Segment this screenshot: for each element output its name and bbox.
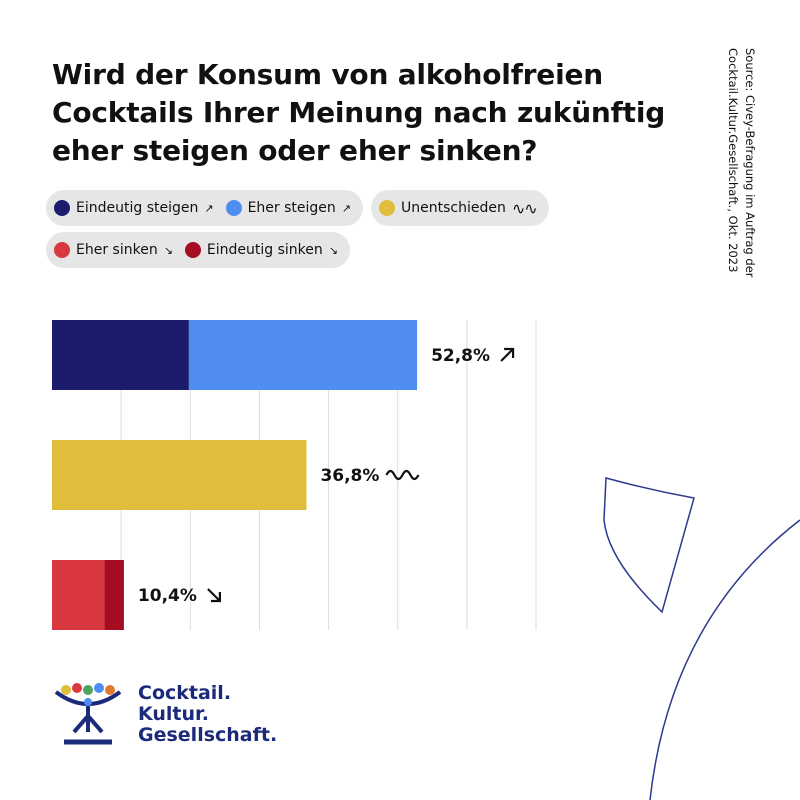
- logo-line-1: Cocktail.: [138, 681, 232, 704]
- legend-label-eher-sinken: Eher sinken: [76, 242, 158, 258]
- legend-pill-unentschieden: Unentschieden ∿∿: [371, 190, 549, 226]
- legend-swatch-eher-steigen: [225, 200, 242, 216]
- logo-wordmark: Cocktail. Kultur. Gesellschaft.: [138, 681, 278, 746]
- legend: Eindeutig steigen ↗ Eher steigen ↗ Unent…: [46, 190, 646, 274]
- wave-icon: ∿∿: [511, 198, 538, 218]
- legend-item-eher-steigen: Eher steigen ↗: [225, 200, 351, 216]
- bar-segment-eindeutig-steigen: [52, 320, 189, 390]
- legend-pill-sinken: Eher sinken ↘ Eindeutig sinken ↘: [46, 232, 350, 268]
- legend-swatch-unentschieden: [379, 200, 395, 216]
- legend-item-eindeutig-steigen: Eindeutig steigen ↗: [54, 200, 214, 216]
- bar-segment-eindeutig-sinken: [104, 560, 124, 630]
- arrow-up-right-icon: ↗: [204, 201, 214, 215]
- chart-labels: 52,8% 36,8% 10,4%: [138, 346, 515, 606]
- arrow-down-right-icon: ↘: [328, 243, 338, 257]
- arrow-up-right-icon: [500, 347, 515, 362]
- legend-label-eindeutig-steigen: Eindeutig steigen: [76, 200, 199, 216]
- bar-segment-unentschieden: [52, 440, 307, 510]
- legend-row-2: Eher sinken ↘ Eindeutig sinken ↘: [46, 232, 646, 268]
- logo-line-2: Kultur.: [138, 702, 209, 725]
- bar-segment-eher-sinken: [52, 560, 105, 630]
- bar-value-label: 36,8%: [320, 466, 379, 486]
- logo-line-3: Gesellschaft.: [138, 723, 278, 746]
- legend-pill-steigen: Eindeutig steigen ↗ Eher steigen ↗: [46, 190, 363, 226]
- legend-label-eindeutig-sinken: Eindeutig sinken: [206, 242, 323, 258]
- arrow-down-right-icon: [207, 588, 222, 603]
- legend-row-1: Eindeutig steigen ↗ Eher steigen ↗ Unent…: [46, 190, 646, 226]
- arrow-up-right-icon: ↗: [341, 201, 351, 215]
- legend-label-unentschieden: Unentschieden: [401, 200, 506, 216]
- bar-value-label: 52,8%: [431, 346, 490, 366]
- legend-item-unentschieden: Unentschieden ∿∿: [379, 198, 538, 218]
- bar-value-label: 10,4%: [138, 586, 197, 606]
- arrow-down-right-icon: ↘: [163, 243, 173, 257]
- legend-item-eindeutig-sinken: Eindeutig sinken ↘: [184, 242, 338, 258]
- chart-bars: [52, 320, 418, 630]
- bar-segment-eher-steigen: [188, 320, 418, 390]
- wave-icon: [385, 469, 420, 481]
- legend-item-eher-sinken: Eher sinken ↘: [54, 242, 173, 258]
- legend-swatch-eindeutig-sinken: [184, 242, 201, 258]
- legend-swatch-eher-sinken: [54, 242, 70, 258]
- brand-logo: Cocktail. Kultur. Gesellschaft.: [52, 682, 277, 746]
- legend-label-eher-steigen: Eher steigen: [247, 200, 336, 216]
- legend-swatch-eindeutig-steigen: [54, 200, 70, 216]
- chart-title: Wird der Konsum von alkoholfreien Cockta…: [52, 58, 666, 167]
- cocktail-glass-logo-icon: [54, 683, 122, 745]
